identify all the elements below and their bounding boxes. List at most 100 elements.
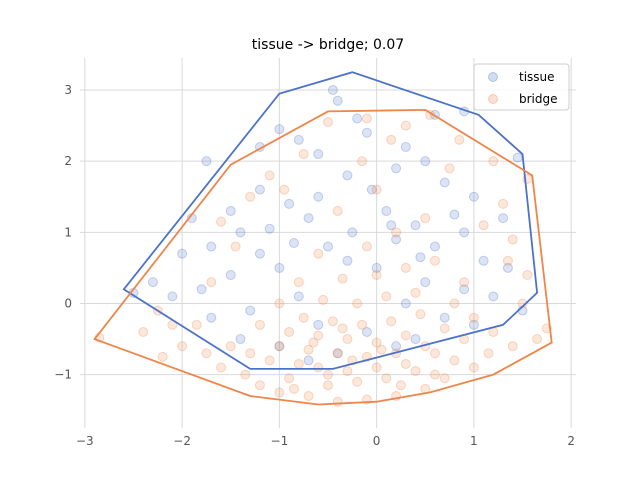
tissue-point xyxy=(439,312,450,323)
bridge-point xyxy=(201,348,212,359)
tissue-point xyxy=(371,262,382,273)
bridge-point xyxy=(342,334,353,345)
bridge-point xyxy=(293,277,304,288)
tissue-point xyxy=(303,213,314,224)
tissue-point xyxy=(420,277,431,288)
bridge-point xyxy=(400,262,411,273)
bridge-point xyxy=(332,396,343,407)
tissue-point xyxy=(449,209,460,220)
bridge-point xyxy=(254,319,265,330)
x-tick-label: 0 xyxy=(373,434,381,448)
tissue-point xyxy=(293,291,304,302)
bridge-point xyxy=(138,326,149,337)
legend: tissue bridge xyxy=(473,63,570,111)
bridge-point xyxy=(488,156,499,167)
bridge-point xyxy=(381,291,392,302)
bridge-point xyxy=(391,227,402,238)
bridge-point xyxy=(483,348,494,359)
tissue-point xyxy=(332,348,343,359)
bridge-point xyxy=(216,216,227,227)
bridge-point xyxy=(468,362,479,373)
bridge-point xyxy=(376,344,387,355)
tissue-point xyxy=(410,220,421,231)
bridge-point xyxy=(357,319,368,330)
tissue-point xyxy=(264,223,275,234)
bridge-point xyxy=(361,241,372,252)
tissue-hull xyxy=(122,71,539,370)
bridge-point xyxy=(502,255,513,266)
tissue-point xyxy=(420,156,431,167)
chart-title: tissue -> bridge; 0.07 xyxy=(252,37,404,53)
bridge-point xyxy=(454,134,465,145)
bridge-point xyxy=(498,198,509,209)
bridge-point xyxy=(323,369,333,380)
bridge-point xyxy=(522,270,533,281)
bridge-legend-marker xyxy=(488,94,498,104)
bridge-point xyxy=(532,334,543,345)
tissue-point xyxy=(235,334,246,345)
bridge-point xyxy=(400,330,411,341)
tissue-point xyxy=(361,326,372,337)
tissue-point xyxy=(391,234,402,245)
bridge-point xyxy=(342,366,353,377)
tissue-point xyxy=(293,134,304,145)
bridge-point xyxy=(245,191,256,202)
tissue-point xyxy=(439,177,450,188)
bridge-point xyxy=(298,149,309,160)
bridge-point xyxy=(371,270,382,281)
tissue-point xyxy=(206,241,217,252)
bridge-point xyxy=(420,213,431,224)
tick-labels: −3 −2 −1 0 1 2 −1 0 1 2 3 xyxy=(54,83,575,448)
tissue-point xyxy=(225,270,236,281)
tissue-point xyxy=(478,255,489,266)
bridge-point xyxy=(410,287,421,298)
tissue-point xyxy=(415,252,426,263)
bridge-point xyxy=(206,277,217,288)
bridge-point xyxy=(459,277,470,288)
bridge-point xyxy=(352,298,363,309)
bridge-point xyxy=(507,341,518,352)
bridge-point xyxy=(395,380,406,391)
y-tick-label: 3 xyxy=(64,83,72,97)
bridge-point xyxy=(303,344,314,355)
bridge-point xyxy=(337,273,348,284)
bridge-point xyxy=(230,241,241,252)
tissue-point xyxy=(429,241,440,252)
tissue-point xyxy=(361,127,372,138)
y-tick-label: 1 xyxy=(64,225,72,239)
bridge-point xyxy=(298,312,309,323)
tissue-point xyxy=(254,248,265,259)
bridge-point xyxy=(371,337,382,348)
bridge-point xyxy=(332,348,343,359)
bridge-point xyxy=(357,156,368,167)
tissue-point xyxy=(274,124,285,135)
bridge-point xyxy=(240,369,251,380)
tissue-point xyxy=(313,319,324,330)
bridge-point xyxy=(264,355,275,366)
tissue-point xyxy=(201,156,212,167)
tissue-point xyxy=(235,227,246,238)
data-points xyxy=(94,85,552,407)
tissue-legend-marker xyxy=(488,72,498,82)
bridge-point xyxy=(274,298,285,309)
tissue-point xyxy=(167,291,178,302)
tissue-point xyxy=(147,277,158,288)
tissue-point xyxy=(459,227,470,238)
x-tick-label: 2 xyxy=(567,434,575,448)
legend-box xyxy=(473,63,570,111)
tissue-point xyxy=(206,312,217,323)
bridge-point xyxy=(313,330,324,341)
bridge-point xyxy=(337,323,348,334)
tissue-point xyxy=(410,334,421,345)
bridge-point xyxy=(313,362,324,373)
bridge-point xyxy=(468,312,479,323)
tissue-point xyxy=(177,248,188,259)
bridge-point xyxy=(318,294,329,305)
tissue-point xyxy=(400,141,411,152)
bridge-point xyxy=(225,341,236,352)
bridge-point xyxy=(439,323,450,334)
tissue-point xyxy=(381,205,392,216)
x-tick-label: −3 xyxy=(76,434,94,448)
tissue-point xyxy=(391,341,402,352)
